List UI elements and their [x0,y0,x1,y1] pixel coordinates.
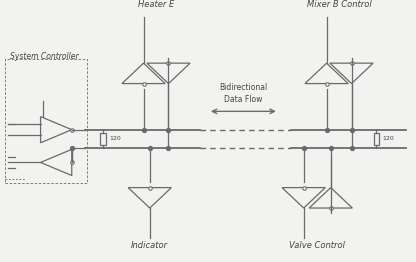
Bar [101,133,106,145]
Text: Heater E: Heater E [138,0,174,9]
Bar [374,133,379,145]
Text: Valve Control: Valve Control [289,241,345,250]
Text: 120: 120 [109,136,121,141]
Text: 120: 120 [382,136,394,141]
Text: Mixer B Control: Mixer B Control [307,0,371,9]
Text: Bidirectional: Bidirectional [219,83,267,92]
Text: System Controller: System Controller [10,52,79,61]
Text: Indicator: Indicator [131,241,168,250]
Text: Data Flow: Data Flow [224,95,262,104]
